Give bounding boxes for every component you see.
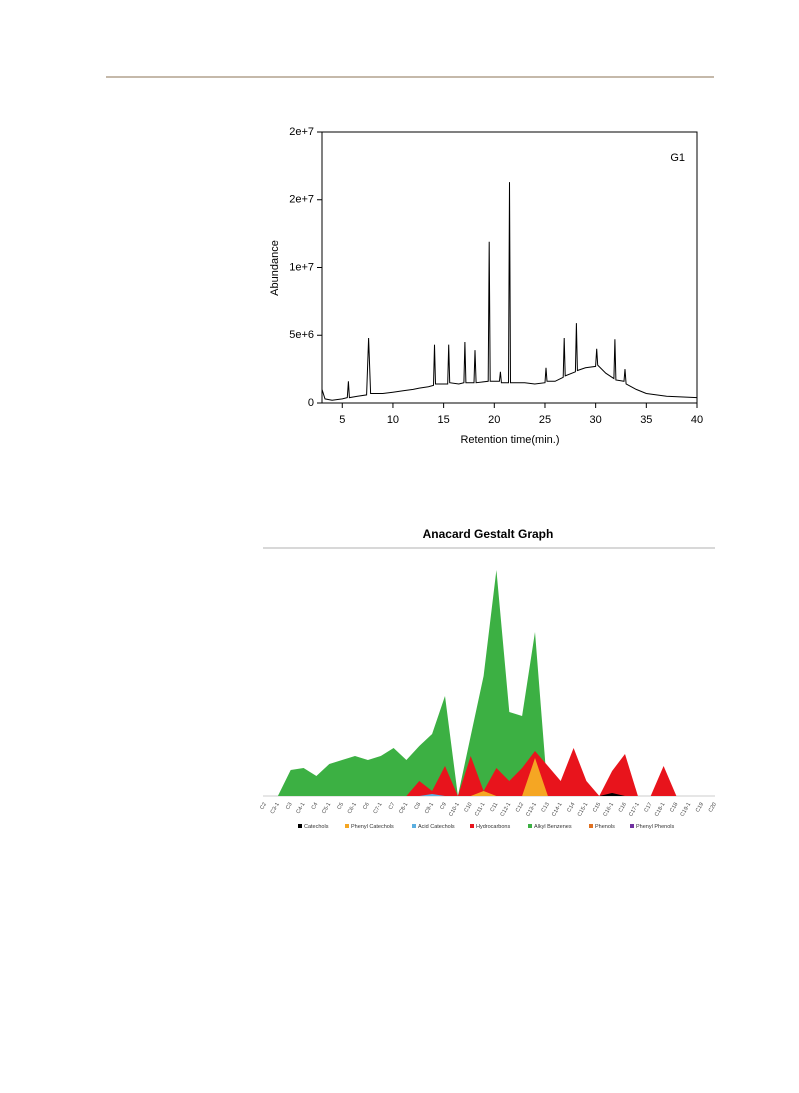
category-label: C5-1 [321,802,332,815]
legend-swatch [298,824,302,828]
category-label: C9-1 [424,802,435,815]
category-label: C16-1 [602,802,615,818]
category-label: C10 [463,802,473,814]
category-label: C4 [311,802,320,811]
x-tick-label: 35 [640,414,652,426]
y-tick-label: 0 [308,397,314,409]
category-label: C2 [259,802,268,811]
legend-swatch [528,824,532,828]
category-label: C14 [566,802,576,814]
legend-swatch [589,824,593,828]
legend-swatch [470,824,474,828]
x-tick-label: 25 [539,414,551,426]
category-label: C19-1 [680,802,693,818]
legend-label: Phenols [595,824,615,830]
area [265,748,715,796]
category-label: C12-1 [500,802,513,818]
category-label: C8 [414,802,423,811]
category-label: C3-1 [270,802,281,815]
legend-swatch [412,824,416,828]
category-label: C6 [362,802,371,811]
annotation: G1 [670,152,685,164]
category-label: C3 [285,802,294,811]
y-axis-label: Abundance [269,240,281,296]
category-label: C6-1 [347,802,358,815]
category-label: C4-1 [295,802,306,815]
category-label: C14-1 [551,802,564,818]
x-tick-label: 15 [437,414,449,426]
category-label: C13 [541,802,551,814]
category-label: C19 [695,802,705,814]
chromatogram-line [321,182,698,401]
legend-swatch [345,824,349,828]
category-label: C20 [708,802,718,814]
category-label: C18-1 [654,802,667,818]
category-label: C8-1 [398,802,409,815]
category-label: C11 [489,802,499,813]
category-label: C15-1 [577,802,590,818]
area [265,570,715,796]
category-label: C7 [388,802,397,811]
y-tick-label: 2e+7 [289,126,314,138]
y-tick-label: 1e+7 [289,261,314,273]
category-label: C16 [618,802,628,814]
legend-label: Phenyl Catechols [351,824,394,830]
x-tick-label: 40 [691,414,703,426]
category-label: C12 [515,802,525,814]
category-label: C18 [669,802,679,814]
legend-label: Acid Catechols [418,824,455,830]
legend-swatch [630,824,634,828]
y-tick-label: 2e+7 [289,194,314,206]
legend-label: Catechols [304,824,329,830]
legend-label: Hydrocarbons [476,824,510,830]
chart-title: Anacard Gestalt Graph [423,527,554,541]
x-tick-label: 5 [339,414,345,426]
y-tick-label: 5e+6 [289,329,314,341]
x-tick-label: 30 [590,414,602,426]
x-axis-label: Retention time(min.) [460,434,559,446]
category-label: C11-1 [474,802,486,818]
x-tick-label: 20 [488,414,500,426]
legend-label: Alkyl Benzenes [534,824,572,830]
category-label: C7-1 [373,802,384,815]
area [265,793,715,796]
category-label: C13-1 [525,802,538,818]
category-label: C10-1 [448,802,461,818]
category-label: C5 [336,802,345,811]
category-label: C15 [592,802,602,814]
x-tick-label: 10 [387,414,399,426]
category-label: C17 [643,802,653,814]
category-label: C17-1 [628,802,641,818]
legend-label: Phenyl Phenols [636,824,674,830]
category-label: C9 [439,802,448,811]
